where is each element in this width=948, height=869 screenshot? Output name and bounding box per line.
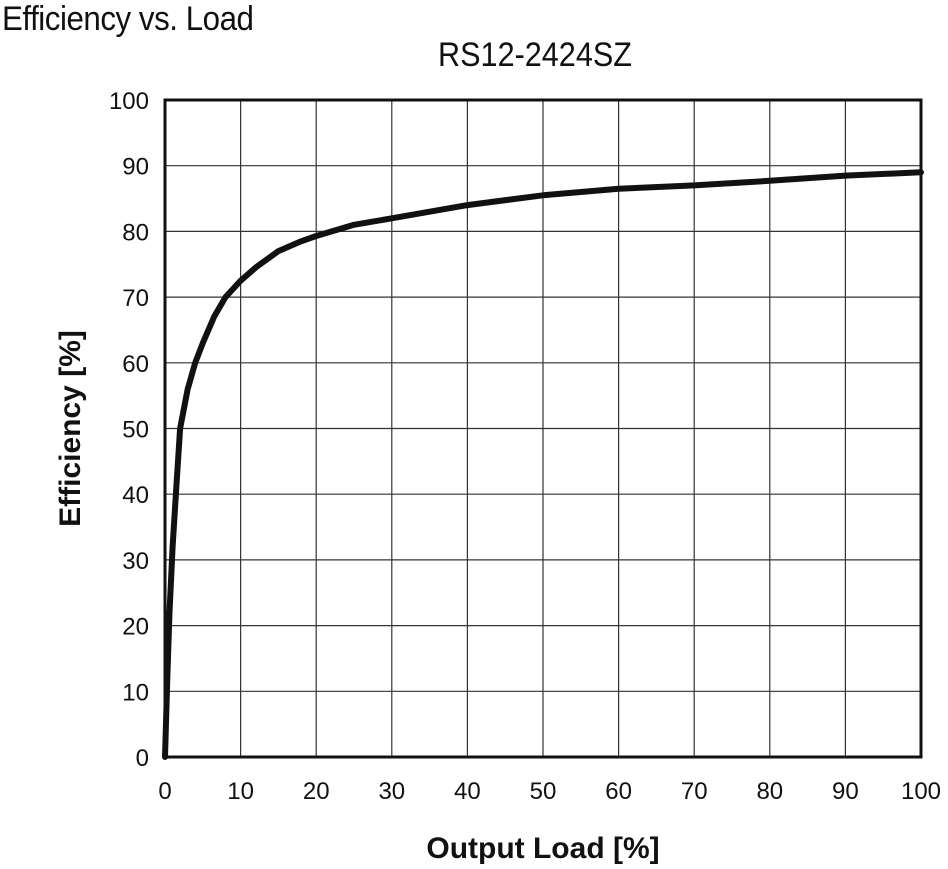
y-tick-label: 90 (122, 154, 149, 181)
efficiency-curve (162, 169, 924, 760)
x-tick-label: 20 (303, 778, 330, 805)
x-tick-label: 80 (756, 778, 783, 805)
x-tick-label: 40 (454, 778, 481, 805)
chart-title: RS12-2424SZ (438, 36, 632, 74)
y-tick-label: 0 (136, 745, 149, 772)
x-tick-label: 30 (378, 778, 405, 805)
y-tick-label: 40 (122, 482, 149, 509)
y-tick-label: 100 (109, 88, 149, 115)
page-heading: Efficiency vs. Load (2, 0, 254, 38)
y-tick-label: 30 (122, 548, 149, 575)
y-axis-label: Efficiency [%] (54, 330, 87, 527)
x-tick-label: 10 (227, 778, 254, 805)
x-tick-label: 60 (605, 778, 632, 805)
y-tick-label: 70 (122, 285, 149, 312)
plot-frame (163, 98, 923, 759)
grid-lines (164, 99, 922, 758)
x-tick-label: 0 (158, 778, 171, 805)
y-tick-label: 60 (122, 351, 149, 378)
y-tick-label: 50 (122, 417, 149, 444)
x-tick-label: 90 (832, 778, 859, 805)
x-tick-label: 50 (530, 778, 557, 805)
x-tick-label: 100 (901, 778, 941, 805)
y-tick-label: 10 (122, 679, 149, 706)
y-tick-label: 80 (122, 219, 149, 246)
y-tick-label: 20 (122, 614, 149, 641)
x-axis-label: Output Load [%] (426, 832, 659, 865)
x-tick-labels: 0 10 20 30 40 50 60 70 80 90 100 (158, 778, 941, 805)
x-tick-label: 70 (681, 778, 708, 805)
y-tick-labels: 0 10 20 30 40 50 60 70 80 90 100 (109, 88, 149, 772)
